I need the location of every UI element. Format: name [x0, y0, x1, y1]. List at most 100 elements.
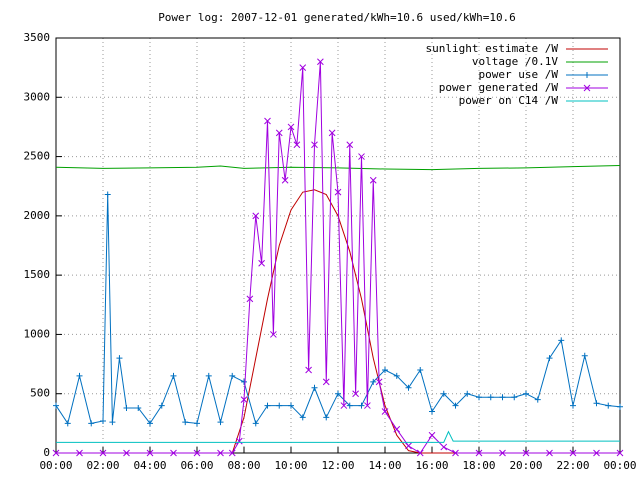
marker — [369, 176, 377, 184]
marker — [311, 384, 318, 391]
marker — [569, 449, 577, 457]
marker — [381, 408, 389, 415]
marker — [281, 176, 289, 184]
marker — [440, 443, 448, 451]
marker — [270, 331, 277, 338]
marker — [340, 402, 348, 409]
marker — [193, 449, 201, 457]
marker — [52, 449, 60, 457]
marker — [147, 420, 153, 427]
marker — [352, 390, 359, 398]
marker — [393, 425, 401, 433]
legend-label: power generated /W — [439, 81, 559, 94]
x-tick-label: 12:00 — [321, 459, 354, 472]
series-line — [56, 189, 620, 454]
x-tick-label: 00:00 — [39, 459, 72, 472]
marker — [235, 437, 243, 445]
marker — [464, 390, 471, 397]
marker — [584, 72, 590, 78]
marker — [499, 449, 506, 457]
y-tick-label: 500 — [30, 387, 50, 400]
legend-label: power on C14 /W — [459, 94, 559, 107]
marker — [194, 420, 200, 427]
x-tick-label: 20:00 — [509, 459, 542, 472]
marker — [53, 402, 59, 409]
plot-frame — [55, 37, 621, 454]
marker — [487, 394, 494, 401]
y-tick-label: 3500 — [24, 31, 51, 44]
x-tick-label: 18:00 — [462, 459, 495, 472]
legend-label: sunlight estimate /W — [426, 42, 559, 55]
marker — [558, 337, 565, 344]
marker — [382, 367, 388, 373]
chart-title: Power log: 2007-12-01 generated/kWh=10.6… — [158, 11, 516, 24]
marker — [522, 449, 530, 457]
marker — [616, 449, 624, 457]
marker — [64, 420, 71, 427]
marker — [511, 394, 518, 401]
legend-label: voltage /0.1V — [472, 55, 558, 68]
marker — [546, 355, 553, 362]
marker — [335, 390, 341, 397]
series-line — [56, 61, 620, 454]
marker — [440, 390, 447, 397]
marker — [617, 403, 623, 410]
marker — [288, 402, 294, 409]
marker — [358, 153, 365, 160]
marker — [570, 402, 576, 409]
marker — [429, 408, 435, 415]
marker — [240, 396, 248, 403]
marker — [104, 191, 111, 198]
marker — [109, 419, 116, 426]
marker — [275, 129, 283, 137]
y-tick-label: 1000 — [24, 327, 51, 340]
marker — [375, 378, 383, 386]
marker — [287, 123, 295, 131]
marker — [499, 394, 506, 401]
marker — [88, 420, 95, 427]
marker — [76, 372, 83, 379]
marker — [299, 414, 306, 421]
marker — [76, 449, 83, 457]
marker — [311, 141, 318, 149]
marker — [228, 449, 236, 457]
marker — [593, 400, 600, 407]
marker — [135, 404, 142, 411]
marker — [299, 64, 307, 71]
x-tick-label: 06:00 — [180, 459, 213, 472]
marker — [252, 420, 259, 427]
x-tick-label: 14:00 — [368, 459, 401, 472]
marker — [364, 402, 371, 409]
y-tick-label: 1500 — [24, 268, 51, 281]
marker — [393, 372, 400, 379]
marker — [182, 419, 189, 426]
marker — [452, 449, 459, 457]
marker — [322, 378, 330, 386]
marker — [252, 212, 260, 220]
marker — [475, 449, 483, 457]
marker — [605, 402, 612, 409]
marker — [546, 449, 553, 457]
x-tick-label: 16:00 — [415, 459, 448, 472]
marker — [246, 295, 254, 303]
marker — [217, 449, 224, 457]
marker — [258, 259, 265, 267]
marker — [229, 372, 236, 379]
marker — [241, 378, 247, 385]
x-tick-label: 00:00 — [603, 459, 636, 472]
marker — [416, 449, 424, 457]
marker — [100, 417, 106, 424]
marker — [293, 141, 301, 149]
marker — [405, 384, 412, 391]
marker — [323, 414, 330, 421]
marker — [170, 372, 177, 379]
marker — [264, 402, 271, 409]
x-tick-label: 02:00 — [86, 459, 119, 472]
marker — [534, 396, 541, 403]
marker — [305, 366, 312, 374]
marker — [523, 390, 529, 397]
marker — [116, 355, 123, 362]
x-tick-label: 08:00 — [227, 459, 260, 472]
marker — [334, 188, 342, 196]
marker — [158, 402, 165, 409]
